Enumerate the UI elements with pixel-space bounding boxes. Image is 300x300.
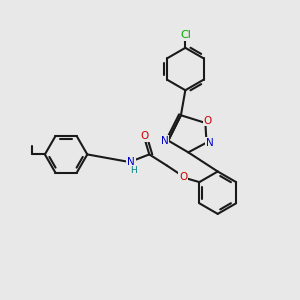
Text: O: O — [141, 131, 149, 141]
Text: O: O — [179, 172, 187, 182]
Text: Cl: Cl — [180, 31, 191, 40]
Text: N: N — [127, 157, 135, 167]
Text: N: N — [161, 136, 169, 146]
Text: H: H — [130, 166, 137, 175]
Text: N: N — [206, 138, 214, 148]
Text: O: O — [204, 116, 212, 126]
